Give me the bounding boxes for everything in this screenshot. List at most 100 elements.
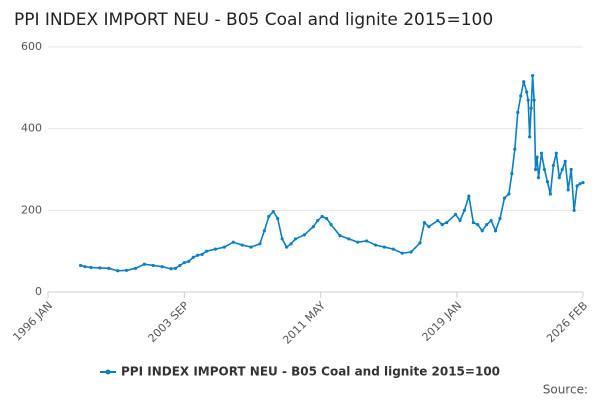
point bbox=[89, 265, 93, 270]
point bbox=[289, 242, 293, 246]
point bbox=[462, 208, 467, 212]
point bbox=[510, 171, 514, 176]
point bbox=[267, 214, 271, 219]
point bbox=[445, 220, 449, 225]
point bbox=[566, 188, 570, 192]
point bbox=[502, 196, 507, 200]
point bbox=[182, 261, 186, 265]
point bbox=[545, 180, 550, 184]
point bbox=[240, 243, 244, 247]
point bbox=[320, 214, 324, 219]
point bbox=[418, 241, 422, 245]
point bbox=[338, 234, 342, 238]
point bbox=[557, 176, 561, 180]
point bbox=[196, 253, 200, 257]
y-tick-label: 200 bbox=[21, 203, 42, 216]
point bbox=[563, 159, 567, 163]
point bbox=[213, 247, 218, 251]
point bbox=[391, 247, 395, 251]
point bbox=[231, 240, 235, 244]
y-tick-label: 600 bbox=[21, 40, 42, 53]
point bbox=[528, 135, 532, 139]
point bbox=[191, 255, 195, 259]
point bbox=[575, 184, 579, 188]
point bbox=[107, 266, 111, 270]
point bbox=[222, 245, 226, 249]
source: Source: bbox=[543, 383, 588, 397]
point bbox=[467, 194, 471, 198]
point bbox=[258, 242, 262, 246]
point bbox=[347, 237, 351, 241]
point bbox=[493, 229, 498, 233]
point bbox=[116, 269, 120, 273]
point bbox=[204, 249, 209, 253]
point bbox=[160, 265, 164, 269]
point bbox=[480, 229, 484, 233]
point bbox=[329, 223, 333, 227]
point bbox=[142, 262, 146, 266]
point bbox=[525, 90, 529, 94]
legend-label: PPI INDEX IMPORT NEU - B05 Coal and lign… bbox=[121, 365, 500, 379]
point bbox=[516, 110, 520, 114]
point bbox=[400, 251, 404, 255]
point bbox=[453, 212, 458, 217]
point bbox=[178, 263, 182, 268]
point bbox=[262, 229, 266, 233]
point bbox=[365, 239, 369, 243]
point bbox=[539, 151, 544, 155]
point bbox=[572, 208, 576, 212]
point bbox=[169, 267, 173, 271]
point bbox=[133, 266, 138, 270]
point bbox=[513, 147, 517, 151]
point bbox=[79, 263, 83, 268]
point bbox=[151, 263, 155, 268]
y-tick-label: 400 bbox=[21, 122, 42, 135]
point bbox=[542, 167, 547, 172]
point bbox=[187, 259, 191, 263]
point bbox=[526, 98, 530, 102]
point bbox=[471, 220, 475, 225]
point bbox=[200, 252, 204, 257]
point bbox=[578, 182, 582, 186]
point bbox=[548, 192, 552, 196]
x-tick-label: 2011 MAY bbox=[280, 299, 328, 347]
line bbox=[80, 75, 584, 272]
x-tick-label: 1996 JAN bbox=[10, 299, 55, 344]
point bbox=[489, 218, 493, 223]
point bbox=[302, 233, 306, 237]
point bbox=[356, 240, 360, 244]
point bbox=[316, 218, 320, 223]
point bbox=[373, 243, 378, 247]
point bbox=[476, 223, 480, 227]
point bbox=[285, 245, 289, 249]
point bbox=[485, 223, 489, 227]
point bbox=[536, 176, 541, 180]
point bbox=[173, 266, 178, 270]
x-tick-label: 2003 SEP bbox=[146, 299, 192, 345]
point bbox=[532, 98, 536, 102]
x-tick-label: 2019 JAN bbox=[420, 299, 465, 344]
point bbox=[533, 167, 538, 172]
point bbox=[98, 266, 102, 270]
point bbox=[249, 245, 253, 249]
point bbox=[531, 73, 535, 78]
point bbox=[422, 220, 427, 225]
point bbox=[519, 94, 523, 98]
point bbox=[551, 163, 555, 168]
point bbox=[458, 218, 462, 223]
point bbox=[535, 155, 539, 159]
legend-marker bbox=[105, 369, 111, 375]
point bbox=[271, 209, 275, 214]
point bbox=[382, 245, 387, 249]
point bbox=[507, 192, 511, 196]
point bbox=[560, 167, 564, 172]
x-tick-label: 2026 FEB bbox=[544, 299, 590, 345]
point bbox=[436, 218, 440, 223]
point bbox=[522, 80, 526, 84]
point bbox=[427, 225, 431, 229]
point bbox=[280, 237, 284, 241]
point bbox=[124, 268, 129, 272]
point bbox=[529, 106, 533, 110]
point bbox=[581, 180, 585, 185]
